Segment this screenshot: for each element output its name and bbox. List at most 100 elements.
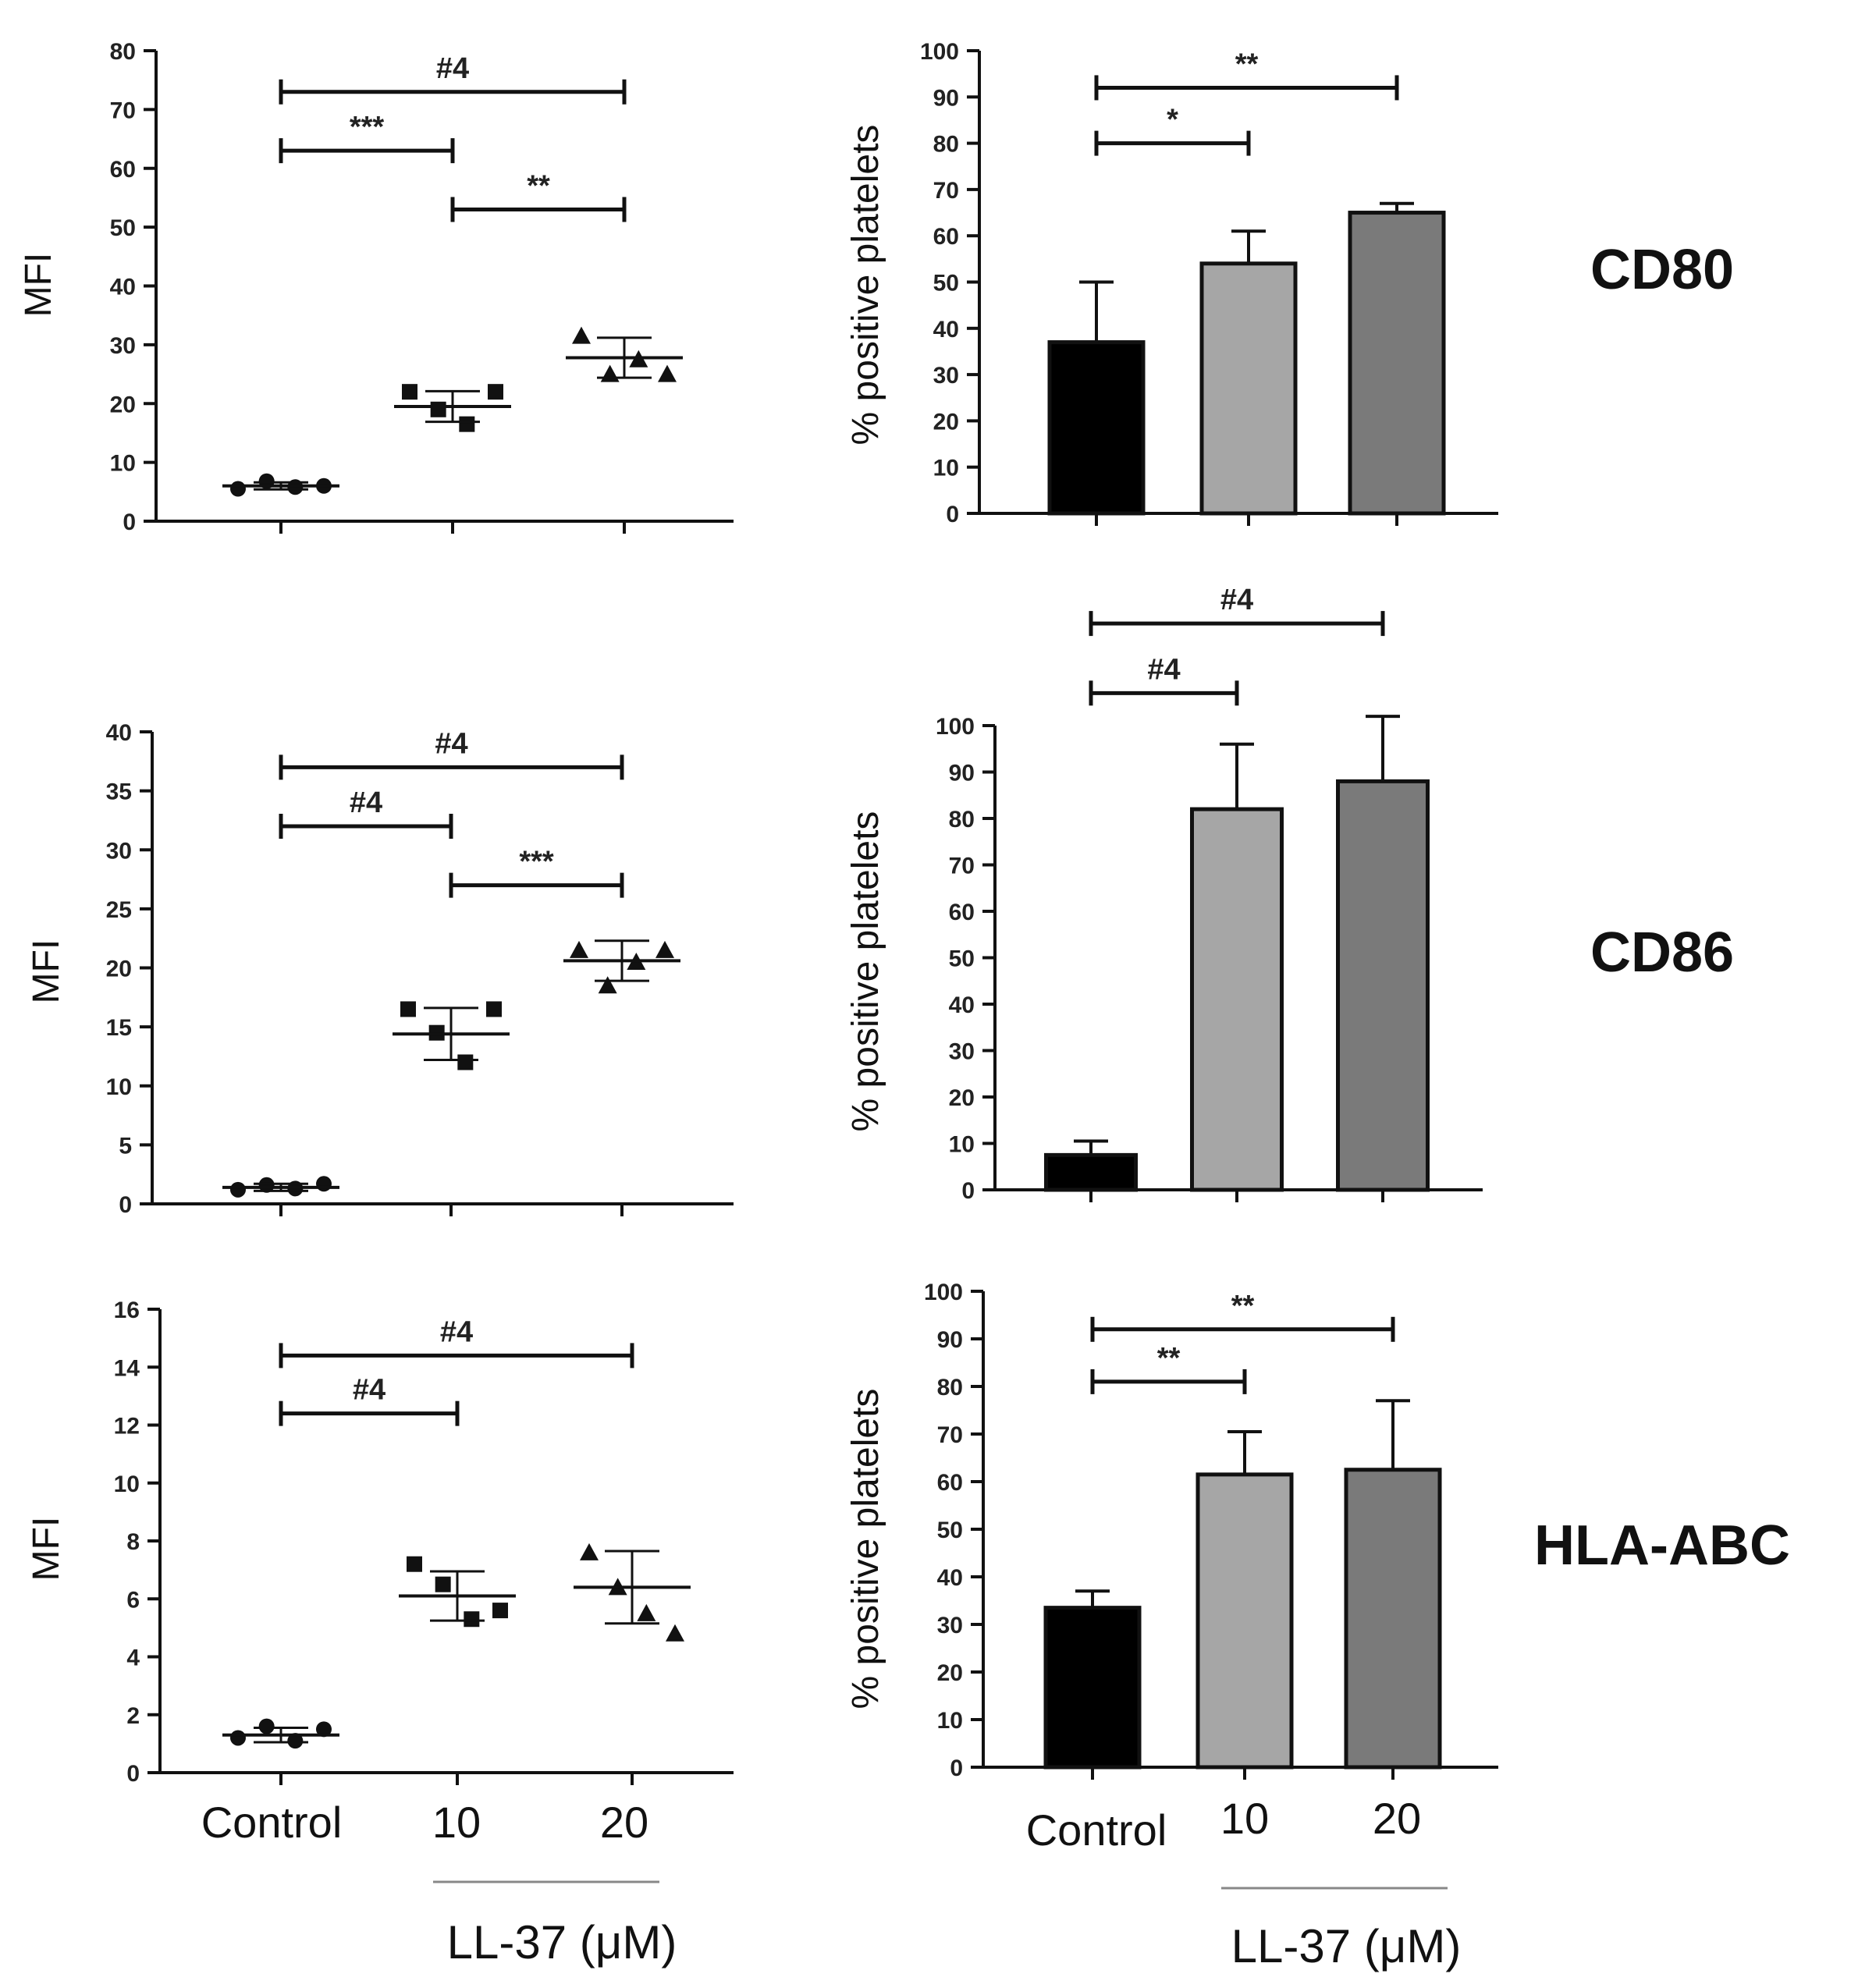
cd80-pct-ytick-label: 70: [933, 178, 959, 204]
right-category-20: 20: [1373, 1794, 1421, 1843]
right-category-10: 10: [1220, 1794, 1269, 1843]
cd86-pct-ytick-label: 100: [936, 714, 975, 740]
cd80-mfi-sig-label: ***: [350, 111, 385, 144]
cd86-mfi-sig-label: #4: [435, 727, 467, 760]
cd80-mfi-ytick-label: 20: [110, 392, 136, 417]
cd86-mfi-point: [400, 1001, 416, 1017]
cd80-mfi-ytick-label: 40: [110, 275, 136, 300]
cd80-mfi-point: [488, 384, 503, 400]
cd80-mfi-ytick-label: 60: [110, 157, 136, 183]
hla-pct-ytick-label: 10: [937, 1708, 963, 1734]
cd86-pct-ytick-label: 50: [949, 946, 975, 972]
cd80-mfi-point: [230, 481, 246, 497]
cd80-pct-bar-2: [1348, 211, 1446, 516]
cd80-mfi-point: [658, 364, 677, 382]
cd80-mfi-sig-label: **: [527, 170, 550, 203]
cd86-mfi-panel: 0 5 10 15 20 25 30 35 40 MFI #4 #4 ***: [26, 720, 734, 1218]
panels: 01020304050607080MFI#4*****0102030405060…: [18, 39, 1498, 1787]
hla-pct-bar-0: [1043, 1606, 1142, 1770]
hla-pct-ylabel: % positive platelets: [845, 1389, 886, 1709]
cd86-pct-ytick-label: 90: [949, 761, 975, 786]
hla-mfi-ytick-label: 6: [126, 1587, 140, 1613]
hla-mfi-sig-label: #4: [353, 1374, 385, 1407]
row-marker-cd80: CD80: [1590, 239, 1734, 301]
left-category-10: 10: [432, 1798, 481, 1847]
cd80-mfi-sig-label: #4: [436, 52, 469, 85]
hla-mfi-ytick-label: 4: [126, 1645, 140, 1671]
left-category-20: 20: [600, 1798, 648, 1847]
cd86-mfi-ytick-label: 35: [106, 779, 132, 805]
cd80-pct-ytick-label: 0: [946, 502, 959, 527]
cd80-pct-bar-0: [1047, 340, 1146, 516]
cd86-pct-ytick-label: 70: [949, 854, 975, 879]
hla-mfi-ytick-label: 12: [114, 1414, 140, 1440]
cd86-mfi-ytick-label: 10: [106, 1074, 132, 1100]
cd86-pct-bar-1: [1190, 807, 1284, 1192]
hla-pct-bar-1: [1196, 1472, 1294, 1770]
left-group-label: LL-37 (μM): [447, 1916, 677, 1968]
cd80-pct-ytick-label: 60: [933, 224, 959, 250]
cd86-mfi-ytick-label: 30: [106, 838, 132, 864]
row-marker-cd86: CD86: [1590, 921, 1734, 984]
cd80-pct-bar-1: [1199, 261, 1298, 516]
row-marker-hla-abc: HLA-ABC: [1534, 1514, 1790, 1577]
cd86-pct-sig-label: #4: [1147, 653, 1180, 686]
hla-mfi-panel: 0 2 4 6 8 10 12 14 16 MFI #4 #4: [26, 1298, 734, 1787]
cd80-mfi-ytick-label: 0: [123, 509, 136, 535]
cd80-mfi-point: [600, 364, 620, 382]
cd80-pct-ytick-label: 30: [933, 363, 959, 389]
cd80-mfi-ylabel: MFI: [18, 253, 59, 318]
cd86-mfi-ytick-label: 20: [106, 957, 132, 982]
hla-mfi-ytick-label: 14: [114, 1355, 140, 1381]
hla-pct-ytick-label: 0: [950, 1755, 963, 1781]
cd86-pct-panel: 0 10 20 30 40 50 60 70 80 90 100 % positive platele…: [845, 584, 1483, 1204]
hla-mfi-ytick-label: 8: [126, 1529, 140, 1555]
hla-mfi-ytick-label: 16: [114, 1298, 140, 1323]
hla-mfi-ytick-label: 10: [114, 1471, 140, 1497]
hla-mfi-sig-label: #4: [440, 1315, 473, 1348]
cd80-pct-panel: 0 10 20 30 40 50 60 70 80 90 100 % positive platele…: [845, 39, 1498, 527]
hla-mfi-point: [258, 1718, 275, 1734]
hla-pct-ytick-label: 60: [937, 1470, 963, 1496]
hla-mfi-point: [407, 1556, 422, 1572]
cd86-pct-bar-2: [1336, 779, 1430, 1192]
cd86-pct-sig-label: #4: [1220, 584, 1253, 616]
cd80-mfi-point: [572, 326, 591, 344]
cd86-pct-ytick-label: 80: [949, 807, 975, 832]
cd86-mfi-point: [316, 1176, 332, 1192]
hla-pct-sig-label: **: [1231, 1290, 1255, 1322]
cd86-pct-ytick-label: 10: [949, 1132, 975, 1158]
hla-pct-bar-2: [1344, 1468, 1442, 1770]
hla-pct-ytick-label: 40: [937, 1565, 963, 1591]
cd80-pct-ytick-label: 20: [933, 409, 959, 435]
cd80-mfi-point: [430, 401, 446, 417]
cd80-pct-ytick-label: 90: [933, 85, 959, 111]
cd86-pct-ytick-label: 20: [949, 1085, 975, 1111]
cd80-mfi-ytick-label: 70: [110, 98, 136, 123]
hla-mfi-point: [492, 1603, 508, 1619]
cd86-mfi-ytick-label: 0: [119, 1192, 132, 1218]
cd86-mfi-point: [655, 940, 674, 958]
hla-pct-sig-label: **: [1157, 1342, 1181, 1375]
hla-mfi-point: [287, 1733, 304, 1749]
cd80-pct-ytick-label: 100: [920, 39, 959, 65]
left-category-control: Control: [201, 1798, 343, 1847]
hla-mfi-point: [230, 1730, 246, 1746]
cd80-mfi-ytick-label: 80: [110, 39, 136, 65]
hla-pct-ytick-label: 100: [924, 1280, 963, 1305]
cd80-pct-ytick-label: 80: [933, 132, 959, 158]
cd86-mfi-ytick-label: 40: [106, 720, 132, 746]
cd86-pct-ytick-label: 60: [949, 900, 975, 925]
cd86-mfi-point: [486, 1001, 502, 1017]
cd80-mfi-ytick-label: 30: [110, 333, 136, 359]
cd80-pct-ytick-label: 10: [933, 456, 959, 481]
cd86-pct-bar-0: [1044, 1152, 1138, 1192]
hla-mfi-point: [464, 1611, 480, 1628]
hla-pct-panel: 0 10 20 30 40 50 60 70 80 90 100 % positive platele…: [845, 1280, 1498, 1781]
hla-pct-ytick-label: 70: [937, 1422, 963, 1448]
cd80-mfi-point: [402, 384, 417, 400]
hla-mfi-point: [435, 1576, 451, 1592]
cd80-pct-ylabel: % positive platelets: [845, 125, 886, 446]
cd86-mfi-point: [230, 1181, 246, 1198]
hla-pct-ytick-label: 20: [937, 1660, 963, 1686]
